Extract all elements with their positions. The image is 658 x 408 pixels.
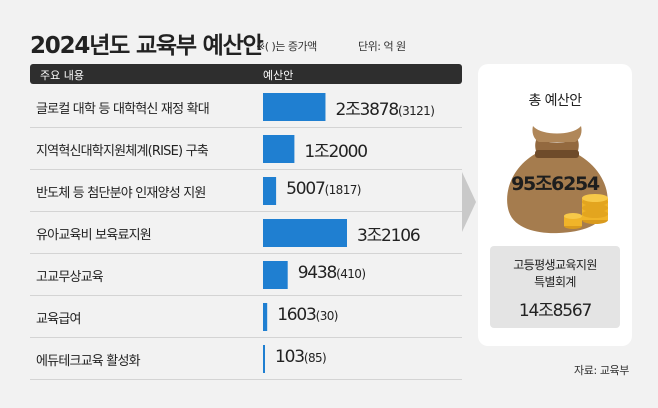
data-label: 2조3878(3121) [335,95,434,120]
chart-title: 2024년도 교육부 예산안 [30,33,264,59]
data-label: 103(85) [275,347,327,367]
special-account-box: 고등평생교육지원 특별회계 14조8567 [490,246,620,328]
bar [263,345,265,373]
bar-area [263,219,347,247]
increase-label: (1817) [324,183,362,197]
data-label: 1603(30) [277,305,338,325]
source-label: 자료: 교육부 [574,364,630,377]
increase-note: ※( )는 증가액 [256,40,317,53]
bar-area [263,93,326,121]
increase-label: (30) [315,309,339,323]
value-label: 1조2000 [304,142,368,162]
increase-label: (85) [303,351,327,365]
category-label: 에듀테크교육 활성화 [36,354,141,369]
data-label: 9438(410) [298,263,366,283]
bar-row: 반도체 등 첨단분야 인재양성 지원 5007(1817) [30,170,462,212]
unit-label: 단위: 억 원 [358,40,406,53]
bar [263,303,268,331]
bar [263,177,277,205]
bar-row: 글로컬 대학 등 대학혁신 재정 확대 2조3878(3121) [30,86,462,128]
coin-stack-icon [564,194,608,229]
bar-row: 유아교육비 보육료지원 3조2106 [30,212,462,254]
increase-label: (410) [336,267,366,281]
bar-row: 지역혁신대학지원체계(RISE) 구축 1조2000 [30,128,462,170]
bar-area [263,177,277,205]
bar [263,93,326,121]
bar-row: 고교무상교육 9438(410) [30,254,462,296]
column-header-bar: 주요 내용 예산안 [30,64,462,84]
total-budget-amount: 95조6254 [511,173,600,195]
money-bag-icon [507,126,608,234]
special-account-line1: 고등평생교육지원 [513,258,597,272]
total-budget-panel: 총 예산안 95조6254 고등평생교육지원 특별회계 14조8567 [478,64,632,346]
value-label: 2조3878 [335,100,399,120]
value-label: 3조2106 [357,226,421,246]
bar-area [263,345,265,373]
bar-row: 에듀테크교육 활성화 103(85) [30,338,462,380]
value-label: 103 [275,347,305,367]
bar-area [263,303,268,331]
arrow-pointer [462,172,476,232]
category-label: 글로컬 대학 등 대학혁신 재정 확대 [36,102,210,117]
total-budget-label: 총 예산안 [528,93,583,109]
data-label: 1조2000 [304,137,368,162]
column-header-content: 주요 내용 [40,69,84,82]
increase-label: (3121) [398,104,435,118]
bag-top [532,126,582,142]
bar-area [263,261,288,289]
data-label: 3조2106 [357,221,421,246]
category-label: 교육급여 [36,312,81,327]
value-label: 1603 [277,305,317,325]
bar-row: 교육급여 1603(30) [30,296,462,338]
category-label: 유아교육비 보육료지원 [36,228,152,243]
value-label: 5007 [286,179,326,199]
value-label: 9438 [297,263,338,283]
bar [263,261,288,289]
data-label: 5007(1817) [286,179,361,199]
special-account-line2: 특별회계 [534,275,576,289]
bar-area [263,135,295,163]
category-label: 지역혁신대학지원체계(RISE) 구축 [36,144,209,159]
bar [263,219,347,247]
bag-tie [535,150,579,158]
category-label: 반도체 등 첨단분야 인재양성 지원 [36,186,206,201]
column-header-budget: 예산안 [263,69,294,82]
bar [263,135,295,163]
special-account-amount: 14조8567 [518,301,592,321]
category-label: 고교무상교육 [36,270,104,285]
